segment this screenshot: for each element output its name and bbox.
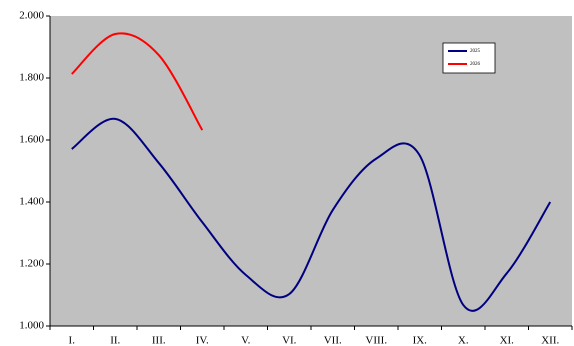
- series-line: [71, 117, 552, 312]
- x-tick-label: I.: [69, 335, 76, 346]
- x-tick-label: X.: [458, 335, 469, 346]
- x-tick-label: VI.: [282, 335, 297, 346]
- x-tick-label: VIII.: [365, 335, 387, 346]
- x-tick-label: XI.: [500, 335, 515, 346]
- y-tick-label: 1.000: [19, 320, 44, 332]
- series-line: [71, 32, 204, 131]
- legend-label: 2025: [470, 49, 481, 54]
- x-tick-label: VII.: [324, 335, 342, 346]
- y-tick-label: 1.200: [19, 258, 44, 270]
- x-tick-label: XII.: [541, 335, 559, 346]
- x-tick-label: IV.: [196, 335, 209, 346]
- y-tick-label: 2.000: [19, 10, 44, 22]
- legend: 2025 2026: [442, 42, 496, 74]
- x-tick-label: II.: [110, 335, 120, 346]
- x-tick-label: III.: [152, 335, 166, 346]
- x-tick-label: IX.: [413, 335, 428, 346]
- y-tick-label: 1.400: [19, 196, 44, 208]
- legend-label: 2026: [470, 62, 481, 67]
- legend-box: [442, 42, 496, 74]
- y-tick-label: 1.800: [19, 72, 44, 84]
- x-tick-label: V.: [241, 335, 251, 346]
- y-tick-label: 1.600: [19, 134, 44, 146]
